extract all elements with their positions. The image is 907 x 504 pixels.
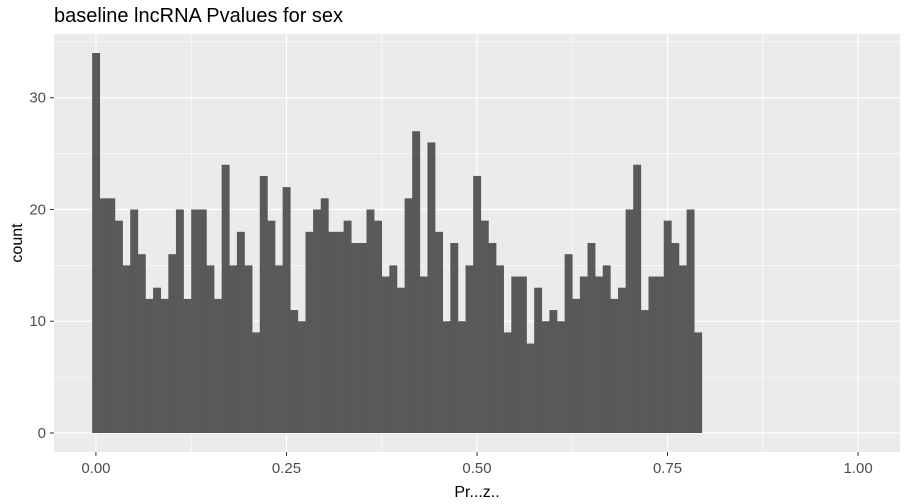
histogram-bar: [465, 265, 474, 433]
histogram-bar: [663, 220, 672, 433]
histogram-bar: [412, 131, 421, 433]
histogram-bar: [480, 220, 489, 433]
histogram-bar: [511, 276, 520, 433]
histogram-bar: [564, 254, 573, 433]
histogram-bar: [419, 276, 428, 433]
histogram-bar: [678, 265, 687, 433]
histogram-bar: [503, 332, 512, 433]
y-axis-ticks: 0 10 20 30: [29, 90, 54, 442]
histogram-bar: [450, 243, 459, 433]
x-tick-label: 0.75: [653, 460, 682, 477]
histogram-bar: [229, 265, 238, 433]
histogram-bar: [214, 298, 222, 433]
histogram-bar: [374, 220, 383, 433]
y-tick-label: 10: [29, 313, 46, 330]
histogram-bar: [640, 310, 649, 433]
histogram-bar: [633, 164, 642, 433]
histogram-bar: [343, 220, 352, 433]
y-axis-title: count: [9, 223, 26, 263]
histogram-bar: [244, 265, 253, 433]
histogram-bar: [625, 209, 634, 433]
histogram-bar: [435, 231, 444, 433]
histogram-bar: [656, 276, 665, 433]
histogram-bar: [221, 164, 230, 433]
x-tick-label: 1.00: [843, 460, 872, 477]
histogram-bar: [572, 298, 581, 433]
histogram-bar: [122, 265, 131, 433]
histogram-bar: [99, 198, 108, 433]
histogram-bar: [610, 298, 619, 433]
y-tick-label: 30: [29, 90, 46, 107]
histogram-bar: [473, 175, 482, 434]
histogram-bar: [381, 276, 390, 433]
histogram-bar: [336, 231, 344, 433]
histogram-bar: [686, 209, 695, 433]
histogram-bar: [191, 209, 200, 433]
x-tick-label: 0.25: [272, 460, 301, 477]
y-tick-label: 20: [29, 201, 46, 218]
histogram-bar: [427, 142, 436, 434]
histogram-bar: [320, 198, 329, 433]
histogram-bar: [366, 209, 375, 433]
histogram-bar: [305, 231, 314, 433]
y-tick-label: 0: [38, 425, 46, 442]
histogram-bar: [275, 265, 283, 433]
x-axis-ticks: 0.00 0.25 0.50 0.75 1.00: [81, 452, 873, 477]
histogram-bar: [206, 265, 215, 433]
histogram-bar: [557, 321, 565, 433]
histogram-bar: [694, 332, 703, 433]
histogram-bar: [496, 265, 504, 433]
histogram-bar: [252, 332, 261, 433]
histogram-bar: [587, 243, 596, 433]
histogram-bar: [107, 198, 116, 433]
histogram-bar: [282, 187, 291, 433]
histogram-bar: [92, 53, 101, 433]
histogram-bar: [396, 287, 405, 433]
bars: [92, 53, 703, 434]
histogram-bar: [267, 220, 276, 433]
histogram-bar: [259, 175, 268, 434]
histogram-bar: [175, 209, 184, 433]
histogram-bar: [671, 243, 680, 433]
histogram-bar: [236, 231, 245, 433]
histogram-bar: [153, 287, 162, 433]
chart-title: baseline lncRNA Pvalues for sex: [54, 5, 344, 27]
histogram-bar: [541, 321, 550, 433]
histogram-bar: [534, 287, 543, 433]
histogram-bar: [130, 209, 139, 433]
histogram-bar: [351, 243, 360, 433]
histogram-bar: [404, 198, 413, 433]
histogram-bar: [290, 310, 299, 433]
histogram-bar: [198, 209, 207, 433]
histogram-bar: [313, 209, 322, 433]
x-tick-label: 0.50: [462, 460, 491, 477]
histogram-bar: [168, 254, 177, 433]
histogram-bar: [526, 343, 535, 433]
x-tick-label: 0.00: [81, 460, 110, 477]
histogram-bar: [297, 321, 306, 433]
histogram-bar: [602, 265, 611, 433]
histogram-bar: [328, 231, 337, 433]
histogram-bar: [457, 321, 466, 433]
histogram-bar: [618, 287, 626, 433]
histogram-bar: [579, 276, 588, 433]
histogram-bar: [442, 321, 451, 433]
histogram-bar: [114, 220, 123, 433]
histogram-bar: [160, 298, 169, 433]
histogram-bar: [595, 276, 604, 433]
histogram-bar: [549, 310, 558, 433]
histogram-bar: [648, 276, 657, 433]
histogram-bar: [518, 276, 527, 433]
histogram-bar: [488, 243, 497, 433]
histogram-bar: [389, 265, 398, 433]
histogram-bar: [145, 298, 154, 433]
histogram-bar: [183, 298, 192, 433]
histogram-bar: [137, 254, 146, 433]
histogram-bar: [358, 243, 367, 433]
x-axis-title: Pr...z..: [454, 484, 499, 501]
